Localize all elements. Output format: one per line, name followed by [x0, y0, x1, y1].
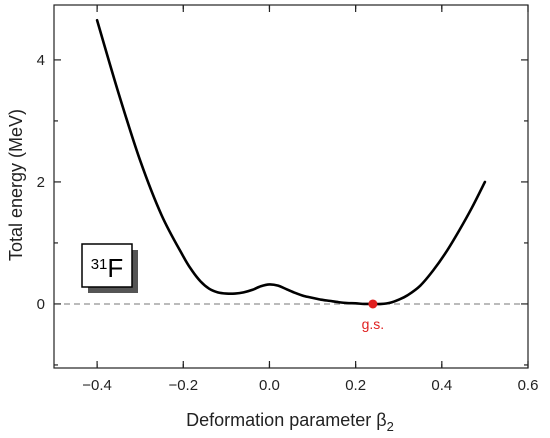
x-tick-label: −0.4	[82, 377, 112, 394]
series-line	[95, 18, 487, 306]
plot-frame	[53, 4, 529, 369]
y-tick-label: 0	[37, 296, 45, 313]
x-axis-title-subscript: 2	[387, 419, 394, 434]
ground-state-label: g.s.	[362, 316, 385, 332]
y-tick-label: 4	[37, 52, 45, 69]
x-tick-label: 0.6	[518, 377, 539, 394]
tick-labels: −0.4 −0.2 0.0 0.2 0.4 0.6 0 2 4	[37, 52, 539, 394]
tick-marks	[54, 5, 529, 368]
nucleus-mass-number: 31	[91, 256, 108, 273]
x-tick-label: 0.4	[431, 377, 452, 394]
x-tick-label: 0.2	[345, 377, 366, 394]
x-axis-title-main: Deformation parameter β	[186, 410, 386, 430]
x-axis-title: Deformation parameter β2	[186, 410, 394, 434]
nucleus-label-box: 31F	[81, 243, 138, 293]
nucleus-label: 31F	[91, 253, 124, 283]
x-tick-label: −0.2	[168, 377, 198, 394]
y-axis-title: Total energy (MeV)	[6, 109, 26, 261]
y-tick-label: 2	[37, 174, 45, 191]
ground-state-point	[368, 299, 378, 309]
nucleus-symbol: F	[107, 253, 123, 283]
x-tick-label: 0.0	[259, 377, 280, 394]
